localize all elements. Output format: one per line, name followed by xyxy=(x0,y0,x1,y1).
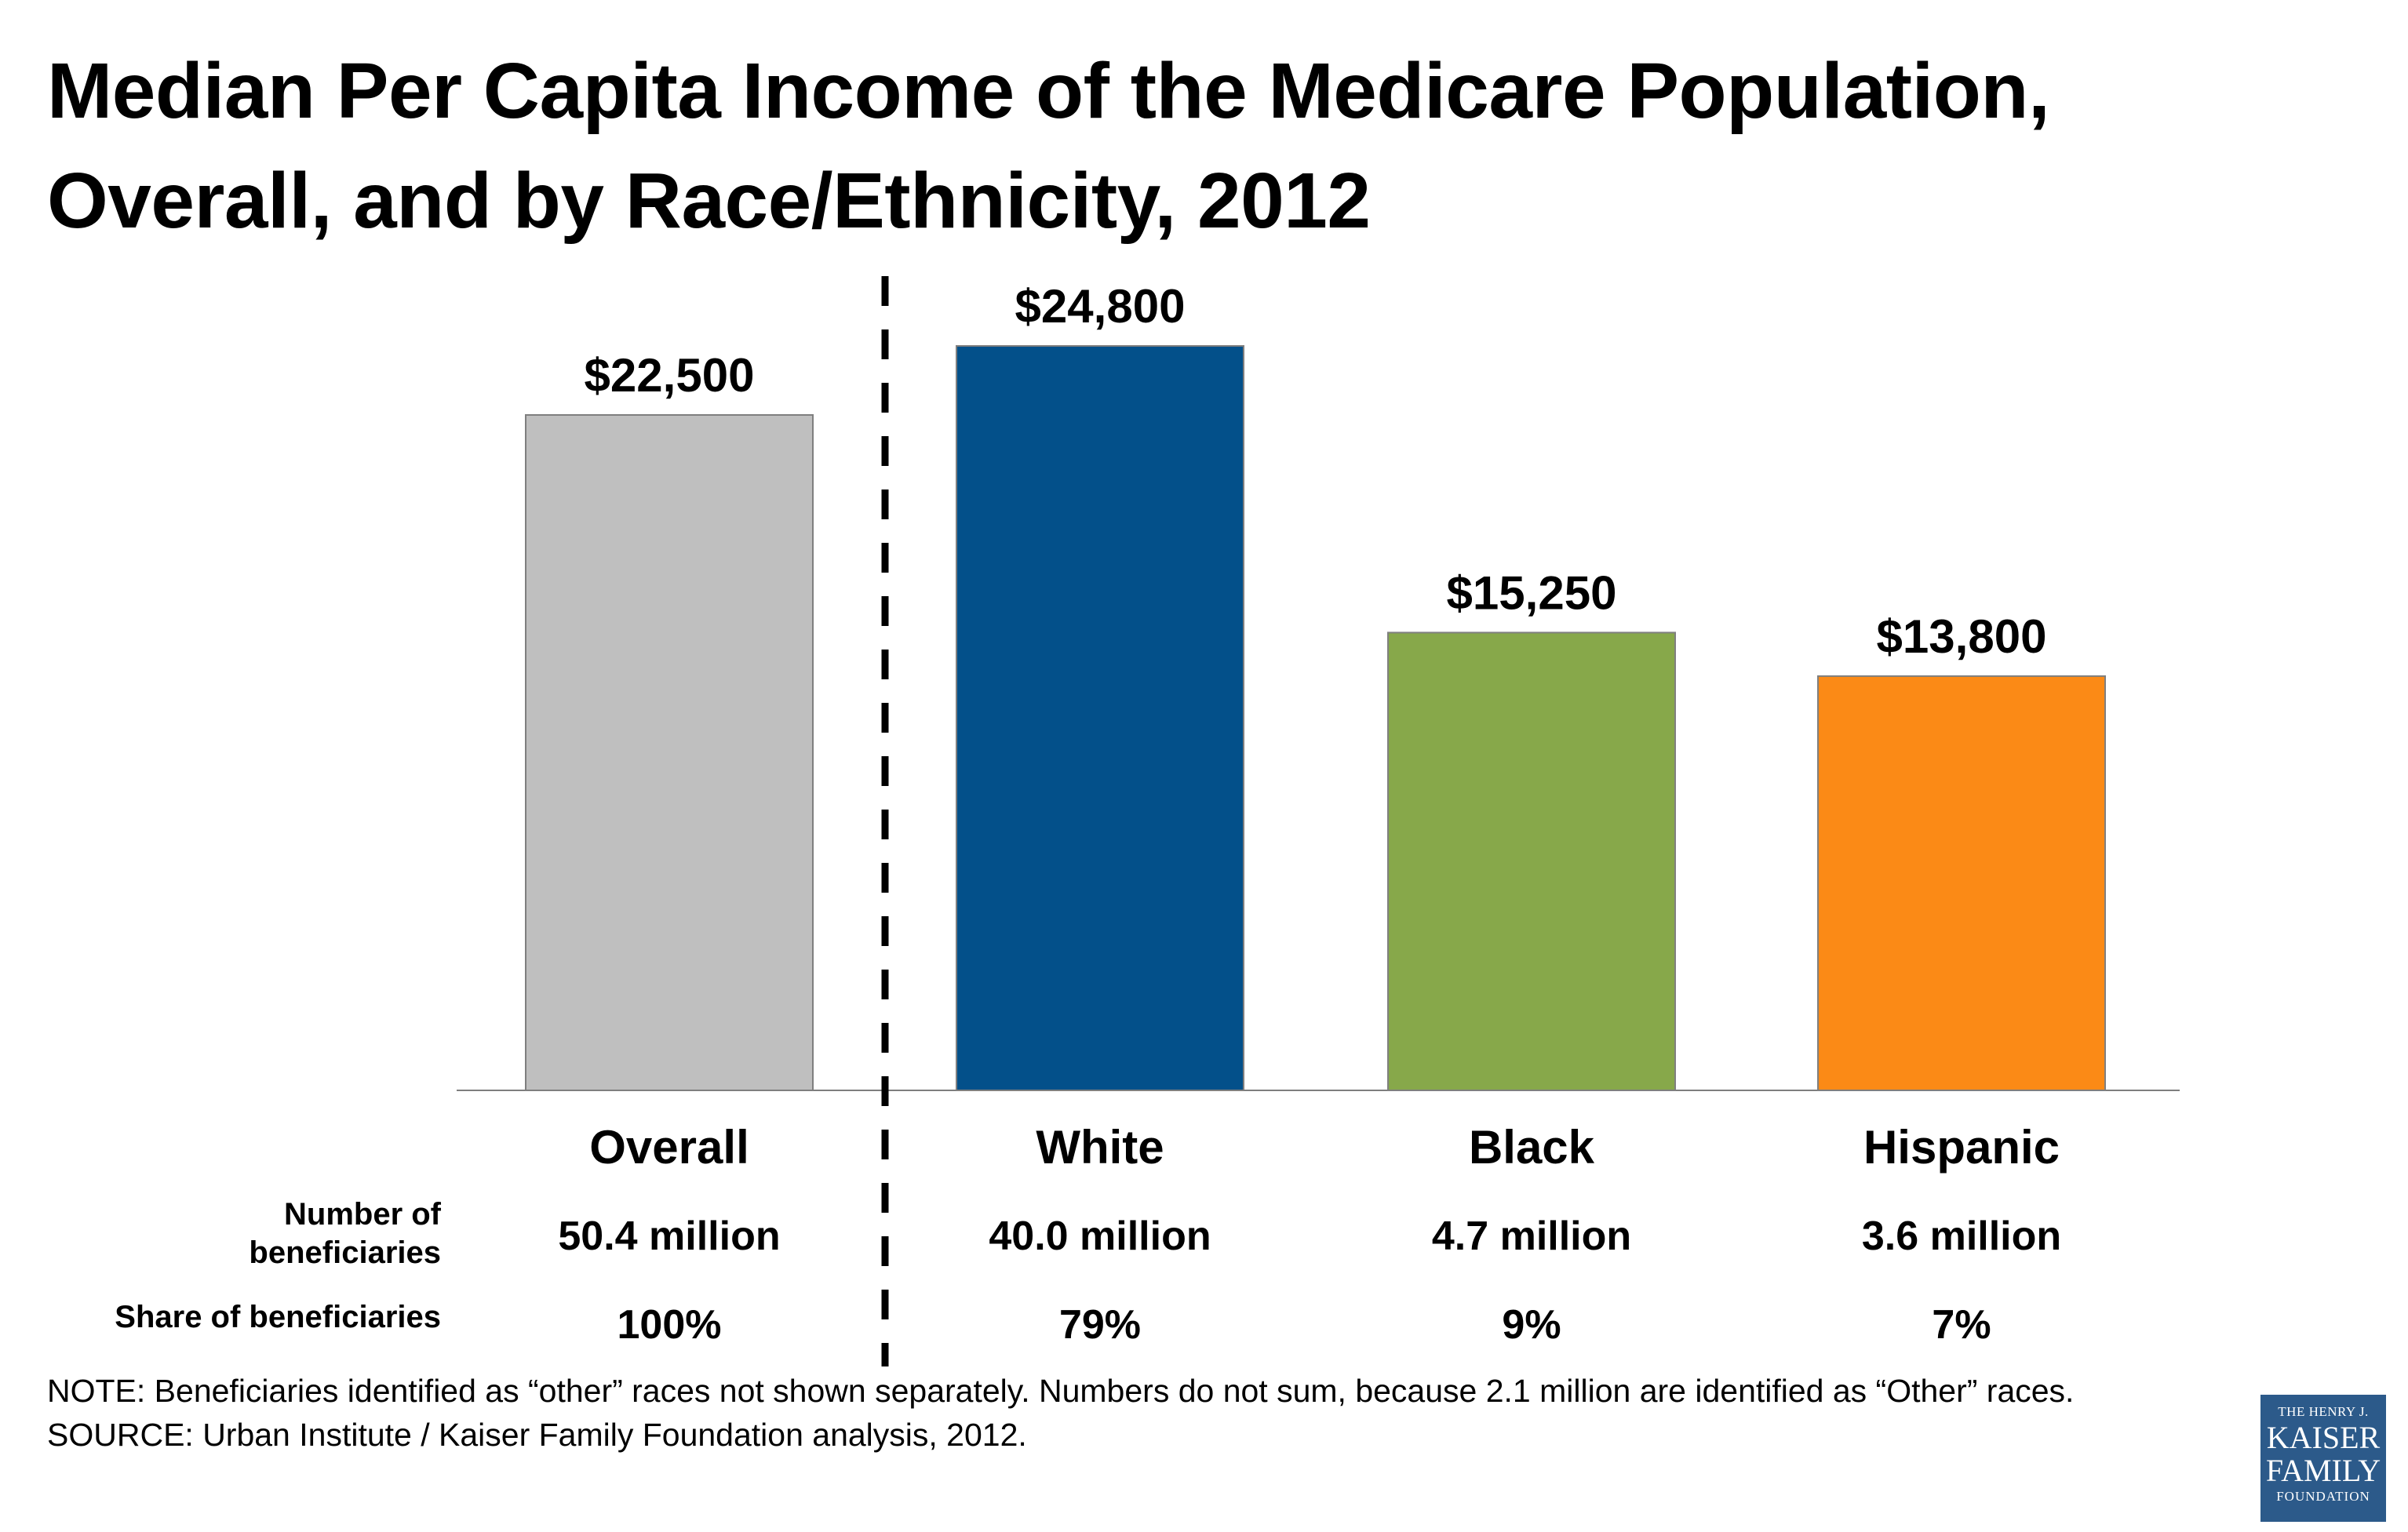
chart-title: Median Per Capita Income of the Medicare… xyxy=(47,36,2322,256)
row-label-0-line-1: beneficiaries xyxy=(249,1235,441,1270)
kff-logo: THE HENRY J. KAISER FAMILY FOUNDATION xyxy=(2260,1395,2386,1522)
row-label-0-line-0: Number of xyxy=(284,1197,442,1232)
row-0-value-hispanic: 3.6 million xyxy=(1862,1214,2061,1259)
row-1-value-hispanic: 7% xyxy=(1932,1302,1991,1348)
chart-title-line-1: Median Per Capita Income of the Medicare… xyxy=(47,47,2050,135)
chart-title-line-2: Overall, and by Race/Ethnicity, 2012 xyxy=(47,157,1371,245)
category-label-hispanic: Hispanic xyxy=(1863,1121,2060,1174)
row-0-value-overall: 50.4 million xyxy=(558,1214,780,1259)
bar-hispanic xyxy=(1817,675,2106,1091)
value-label-overall: $22,500 xyxy=(585,349,755,402)
logo-line-3: FAMILY xyxy=(2265,1453,2381,1488)
bar-overall xyxy=(525,414,814,1091)
logo-line-4: FOUNDATION xyxy=(2276,1489,2370,1504)
category-label-overall: Overall xyxy=(589,1121,749,1174)
row-1-value-black: 9% xyxy=(1502,1302,1561,1348)
logo-line-1: THE HENRY J. xyxy=(2278,1404,2369,1419)
footnote: NOTE: Beneficiaries identified as “other… xyxy=(47,1369,2074,1457)
row-0-value-white: 40.0 million xyxy=(989,1214,1211,1259)
row-1-value-overall: 100% xyxy=(617,1302,722,1348)
source-text: SOURCE: Urban Institute / Kaiser Family … xyxy=(47,1417,1027,1453)
category-label-black: Black xyxy=(1469,1121,1595,1174)
row-0-value-black: 4.7 million xyxy=(1432,1214,1631,1259)
row-1-value-white: 79% xyxy=(1059,1302,1141,1348)
logo-line-2: KAISER xyxy=(2266,1420,2381,1455)
value-label-black: $15,250 xyxy=(1447,566,1617,619)
bar-black xyxy=(1387,631,1676,1091)
bar-white xyxy=(956,344,1244,1091)
row-label-1-line-0: Share of beneficiaries xyxy=(115,1300,441,1334)
category-label-white: White xyxy=(1036,1121,1164,1174)
note-text: NOTE: Beneficiaries identified as “other… xyxy=(47,1373,2075,1409)
value-label-white: $24,800 xyxy=(1015,280,1186,333)
value-label-hispanic: $13,800 xyxy=(1877,610,2047,663)
